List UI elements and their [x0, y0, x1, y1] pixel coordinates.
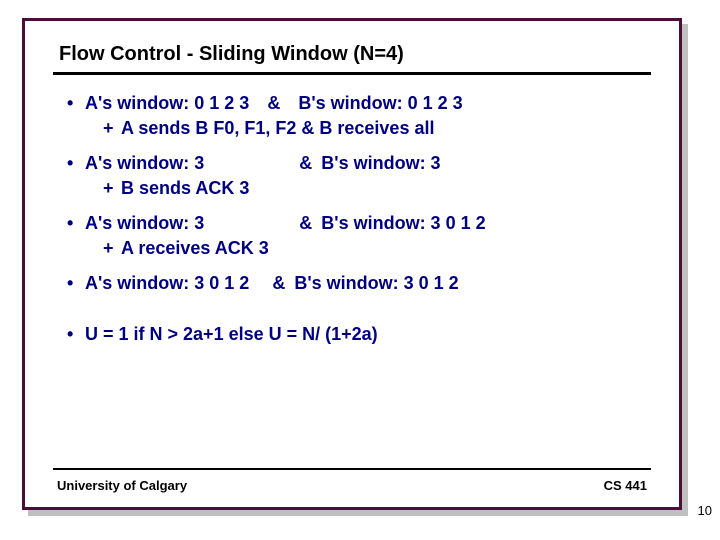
title-underline [53, 72, 651, 75]
slide-frame: Flow Control - Sliding Window (N=4) • A'… [22, 18, 682, 510]
sub-item: + A receives ACK 3 [103, 238, 651, 259]
sub-text: A sends B F0, F1, F2 & B receives all [121, 118, 434, 139]
bullet-dot-icon: • [67, 213, 85, 234]
slide-title: Flow Control - Sliding Window (N=4) [53, 43, 651, 72]
bullet-dot-icon: • [67, 93, 85, 114]
bullet-list: • A's window: 0 1 2 3 & B's window: 0 1 … [53, 93, 651, 345]
footer-left: University of Calgary [57, 478, 187, 493]
sub-item: + A sends B F0, F1, F2 & B receives all [103, 118, 651, 139]
bullet-item: • A's window: 0 1 2 3 & B's window: 0 1 … [67, 93, 651, 114]
sub-text: B sends ACK 3 [121, 178, 249, 199]
bullet-item: • A's window: 3 & B's window: 3 [67, 153, 651, 174]
bullet-dot-icon: • [67, 273, 85, 294]
formula-text: U = 1 if N > 2a+1 else U = N/ (1+2a) [85, 324, 378, 345]
bullet-dot-icon: • [67, 153, 85, 174]
bullet-text: A's window: 0 1 2 3 & B's window: 0 1 2 … [85, 93, 463, 114]
plus-icon: + [103, 118, 121, 139]
page-number: 10 [698, 503, 712, 518]
plus-icon: + [103, 238, 121, 259]
bullet-item: • A's window: 3 0 1 2 & B's window: 3 0 … [67, 273, 651, 294]
sub-text: A receives ACK 3 [121, 238, 269, 259]
bullet-item: • A's window: 3 & B's window: 3 0 1 2 [67, 213, 651, 234]
bullet-dot-icon: • [67, 324, 85, 345]
footer-right: CS 441 [604, 478, 647, 493]
slide-footer: University of Calgary CS 441 [53, 460, 651, 493]
footer-row: University of Calgary CS 441 [53, 470, 651, 493]
slide-content: Flow Control - Sliding Window (N=4) • A'… [25, 21, 679, 507]
bullet-text: A's window: 3 & B's window: 3 [85, 153, 441, 174]
plus-icon: + [103, 178, 121, 199]
bullet-item: • U = 1 if N > 2a+1 else U = N/ (1+2a) [67, 324, 651, 345]
bullet-text: A's window: 3 & B's window: 3 0 1 2 [85, 213, 486, 234]
bullet-text: A's window: 3 0 1 2 & B's window: 3 0 1 … [85, 273, 459, 294]
spacer [67, 308, 651, 324]
sub-item: + B sends ACK 3 [103, 178, 651, 199]
